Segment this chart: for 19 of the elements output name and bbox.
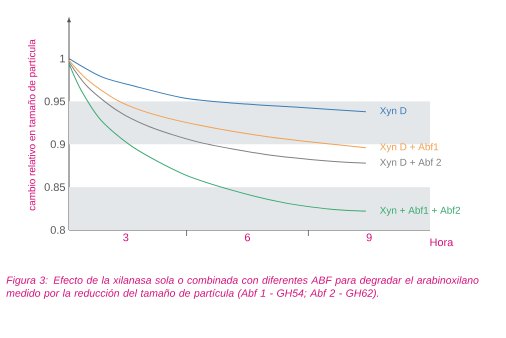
y-axis-title: cambio relativo en tamaño de partícula [28, 39, 38, 210]
line-series [68, 63, 366, 212]
series-label: Xyn D + Abf 2 [380, 158, 441, 168]
line-series [68, 60, 366, 148]
y-tick-label: 0.8 [50, 226, 65, 234]
series-label: Xyn D + Abf1 [380, 143, 438, 152]
text: Figura 3: Efecto de la xilanasa sola o combinada con diferentes ABF para degradar el arabinoxilano medido por la reducción del tamaño de partícula (Abf 1 - GH54; Abf 2 - GH62). [6, 276, 479, 299]
x-axis-title: Hora [430, 238, 454, 246]
series-label: Xyn D [380, 107, 406, 116]
y-tick-label: 0.95 [44, 98, 66, 106]
line-series [68, 61, 366, 164]
y-tick-label: 0.85 [44, 183, 66, 192]
x-tick-label: 6 [244, 234, 250, 242]
y-tick-label: 1 [60, 54, 65, 62]
y-tick-label: 0.9 [50, 140, 65, 148]
x-tick-label: 3 [123, 234, 128, 242]
x-tick-label: 9 [366, 234, 372, 242]
line-series [68, 58, 366, 112]
series-label: Xyn + Abf1 + Abf2 [380, 206, 460, 216]
